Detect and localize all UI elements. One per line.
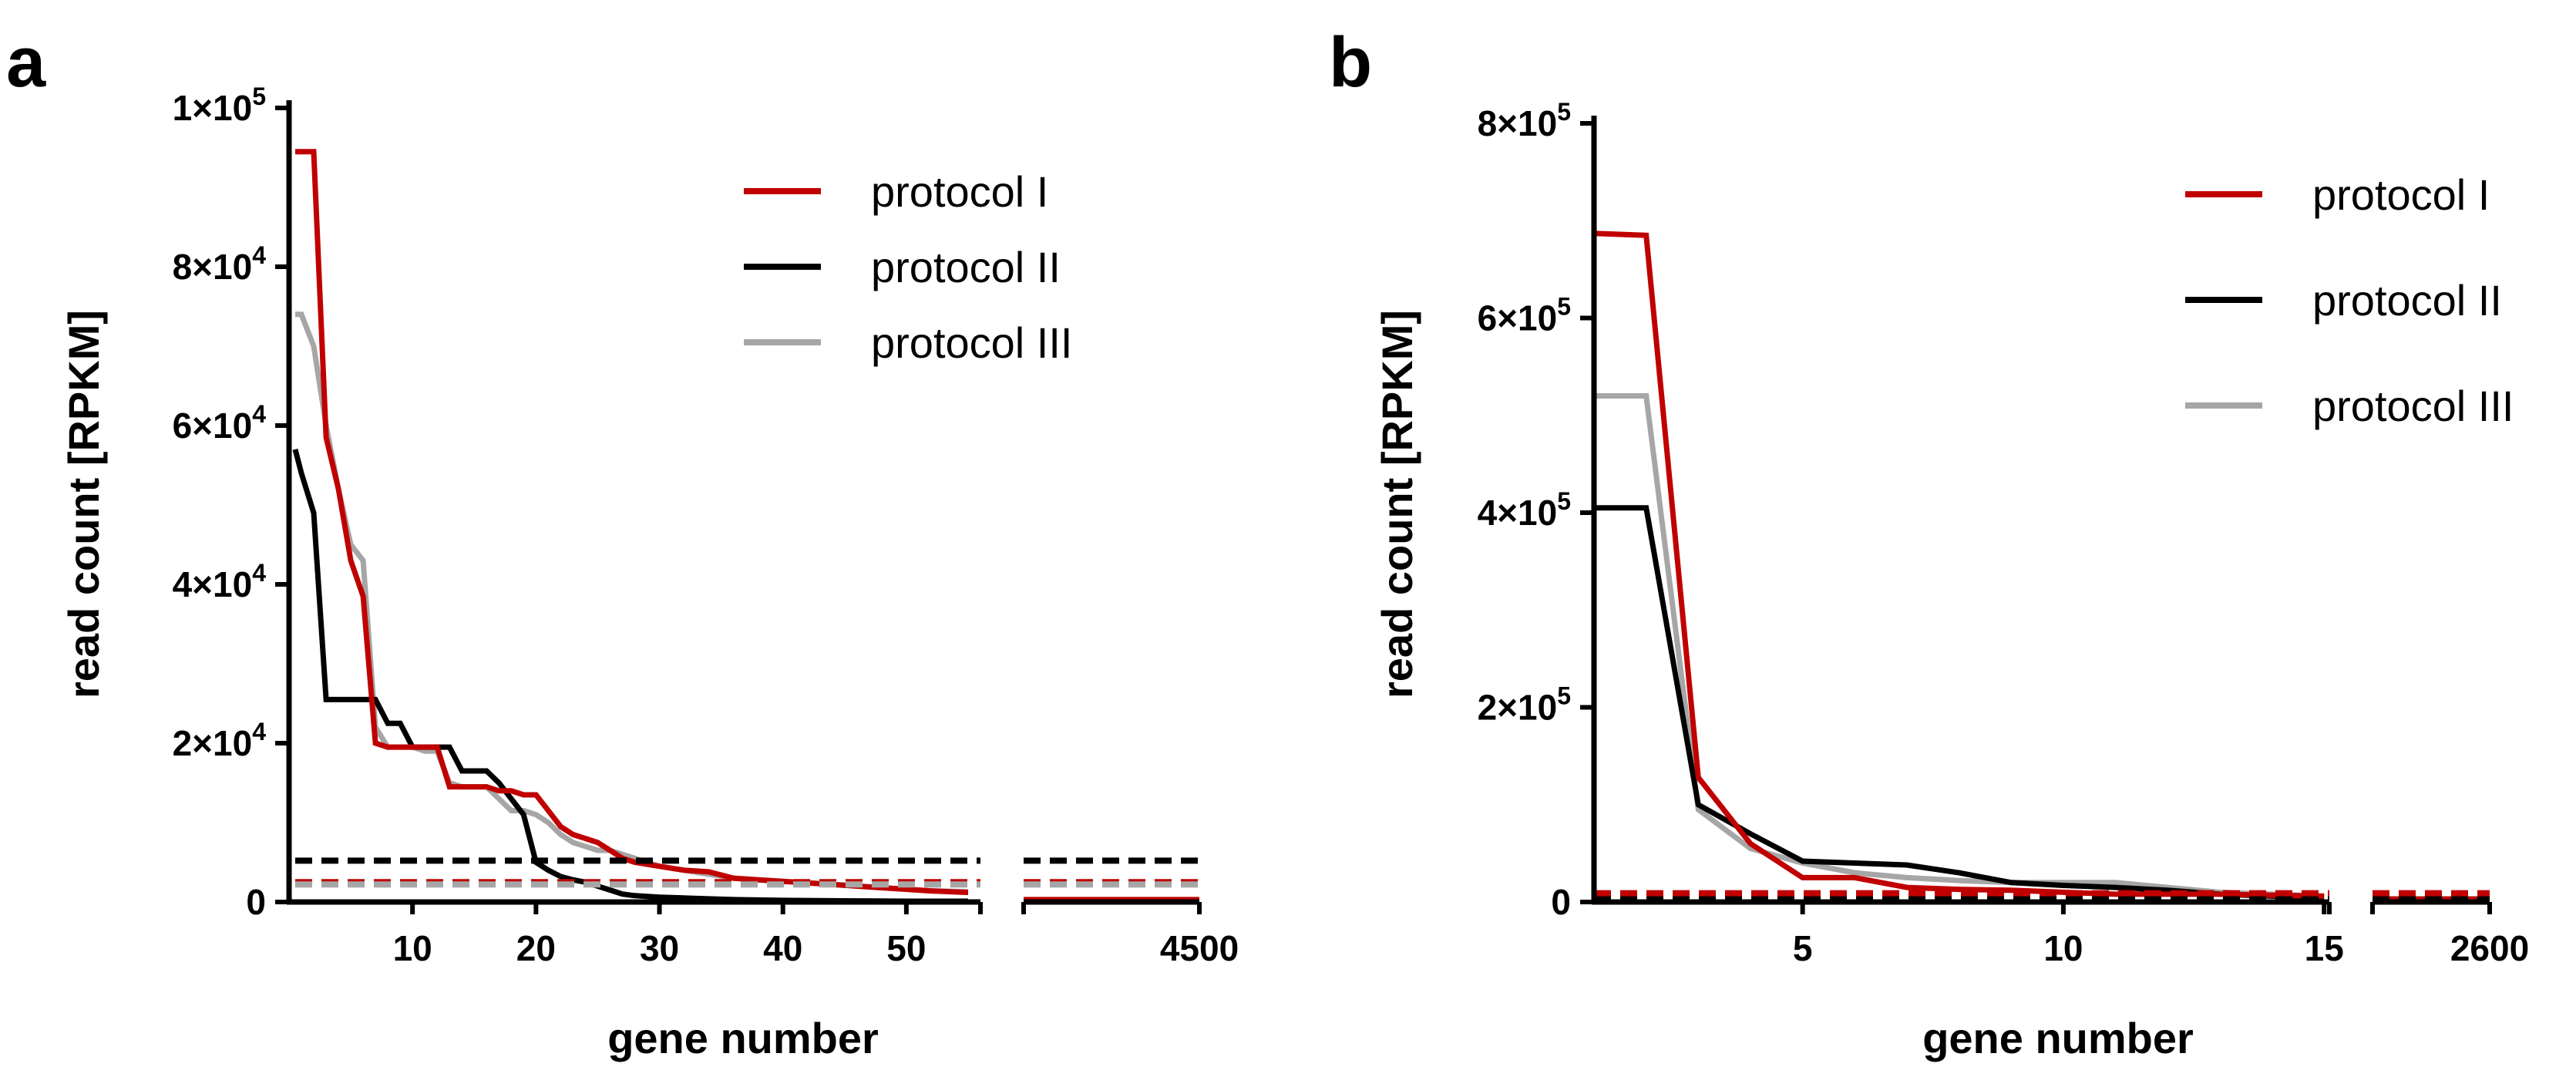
panel-b-legend: protocol I protocol II protocol III	[2185, 170, 2514, 430]
series-line-protocol-iii	[295, 311, 969, 895]
panel-b-series	[1593, 231, 2490, 902]
y-tick-label: 4×105	[1478, 487, 1571, 533]
series-line-protocol-iii	[1594, 393, 2325, 899]
y-axis-label: read count [RPKM]	[1373, 310, 1421, 698]
panel-b-axes: 0 2×105 4×105 6×105 8×105 5 10 15 2600	[1478, 98, 2530, 968]
x-tick-label: 15	[2305, 928, 2344, 968]
y-tick-label: 0	[1551, 882, 1571, 922]
legend-label-protocol-iii: protocol III	[2312, 382, 2514, 430]
x-tick-label: 10	[393, 928, 432, 968]
x-axis-label: gene number	[607, 1014, 879, 1062]
legend-label-protocol-ii: protocol II	[871, 243, 1061, 291]
series-line-protocol-i	[1593, 231, 2325, 899]
legend-label-protocol-i: protocol I	[871, 167, 1048, 216]
series-line-protocol-i	[295, 149, 969, 896]
x-tick-label: 40	[763, 928, 802, 968]
panel-letter-b: b	[1329, 23, 1372, 102]
y-tick-label: 6×104	[173, 400, 267, 446]
series-line-protocol-ii	[292, 449, 968, 904]
panel-a-legend: protocol I protocol II protocol III	[744, 167, 1072, 367]
series-line-protocol-ii	[1594, 505, 2325, 900]
x-tick-label-break: 4500	[1160, 928, 1239, 968]
y-tick-label: 6×105	[1478, 293, 1571, 338]
legend-label-protocol-i: protocol I	[2312, 170, 2490, 219]
x-tick-label-break: 2600	[2450, 928, 2529, 968]
y-tick-label: 0	[246, 882, 266, 922]
x-tick-label: 30	[640, 928, 679, 968]
y-tick-label: 1×105	[173, 82, 266, 128]
y-tick-label: 4×104	[173, 559, 267, 604]
legend-label-protocol-ii: protocol II	[2312, 276, 2502, 325]
x-tick-label: 10	[2043, 928, 2083, 968]
x-tick-label: 50	[886, 928, 926, 968]
y-tick-label: 8×105	[1478, 98, 1571, 143]
legend-label-protocol-iii: protocol III	[871, 318, 1072, 367]
panel-b: b 0 2×105 4×105 6×105 8×105 5 10 15 2600 protoco…	[1329, 23, 2529, 1062]
x-tick-label: 5	[1793, 928, 1813, 968]
y-tick-label: 2×104	[173, 718, 267, 763]
y-tick-label: 2×105	[1478, 682, 1571, 728]
y-tick-label: 8×104	[173, 241, 267, 287]
panel-a: a 0 2×104 4×104 6×104 8×104 1×105 10 20 30 40 50 45…	[6, 23, 1239, 1062]
panel-letter-a: a	[6, 23, 46, 102]
y-axis-label: read count [RPKM]	[59, 310, 108, 698]
x-axis-label: gene number	[1922, 1014, 2194, 1062]
x-tick-label: 20	[516, 928, 556, 968]
panel-a-axes: 0 2×104 4×104 6×104 8×104 1×105 10 20 30 40 50 4500	[173, 82, 1239, 968]
